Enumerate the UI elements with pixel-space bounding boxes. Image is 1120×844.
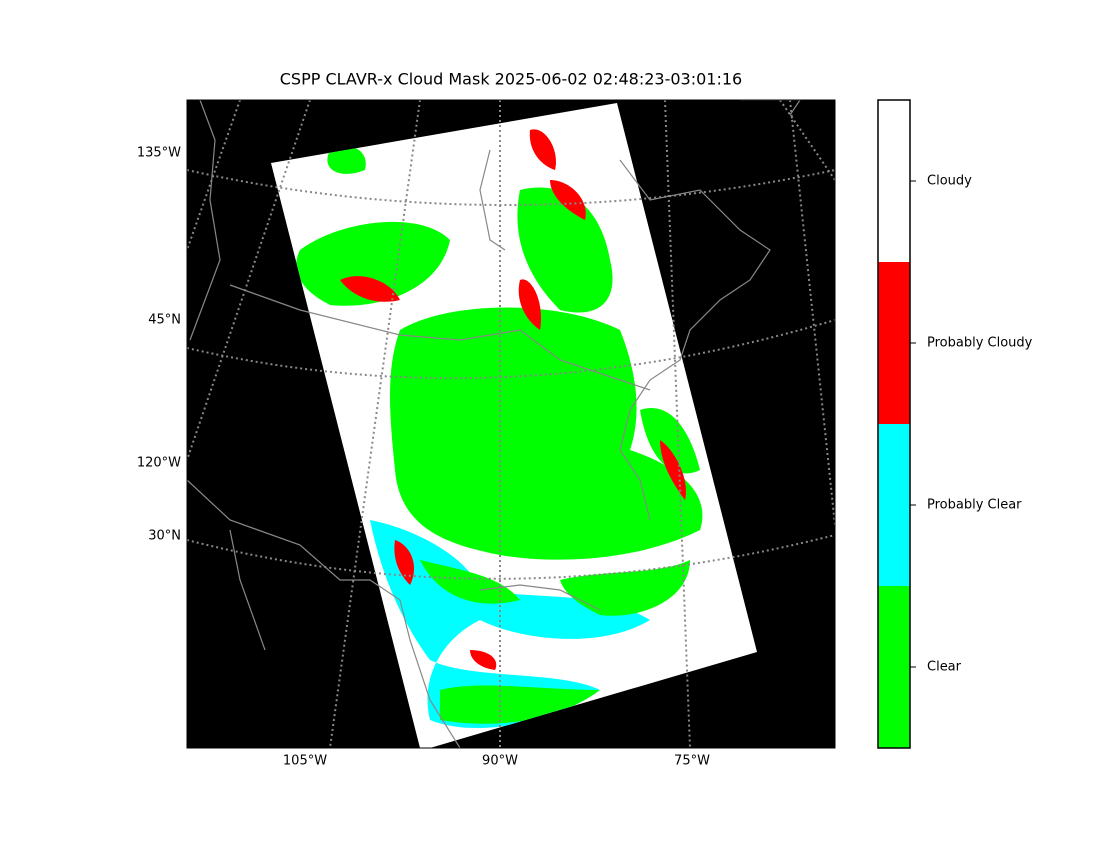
colorbar-segment (878, 100, 910, 262)
left-label: 30°N (148, 529, 181, 544)
graticule (187, 100, 835, 748)
colorbar: Cloudy Probably Cloudy Probably Clear Clear (877, 99, 1033, 749)
left-label: 135°W (137, 146, 181, 161)
colorbar-label: Clear (927, 660, 962, 675)
bottom-label: 75°W (674, 754, 710, 769)
left-label: 120°W (137, 456, 181, 471)
left-label: 45°N (148, 313, 181, 328)
bottom-label: 105°W (283, 754, 327, 769)
axis-labels: 135°W 45°N 120°W 30°N 105°W 90°W 75°W (137, 146, 710, 769)
colorbar-segment (878, 424, 910, 586)
colorbar-segment (878, 262, 910, 424)
colorbar-label: Cloudy (927, 174, 972, 189)
cloud-mask (296, 129, 703, 729)
colorbar-label: Probably Clear (927, 498, 1022, 513)
bottom-label: 90°W (482, 754, 518, 769)
colorbar-segment (878, 586, 910, 748)
colorbar-label: Probably Cloudy (927, 336, 1033, 351)
title: CSPP CLAVR-x Cloud Mask 2025-06-02 02:48… (280, 70, 742, 89)
colorbar-frame (877, 99, 911, 749)
map (187, 100, 835, 748)
coastlines (187, 100, 801, 748)
map-frame (186, 99, 836, 749)
